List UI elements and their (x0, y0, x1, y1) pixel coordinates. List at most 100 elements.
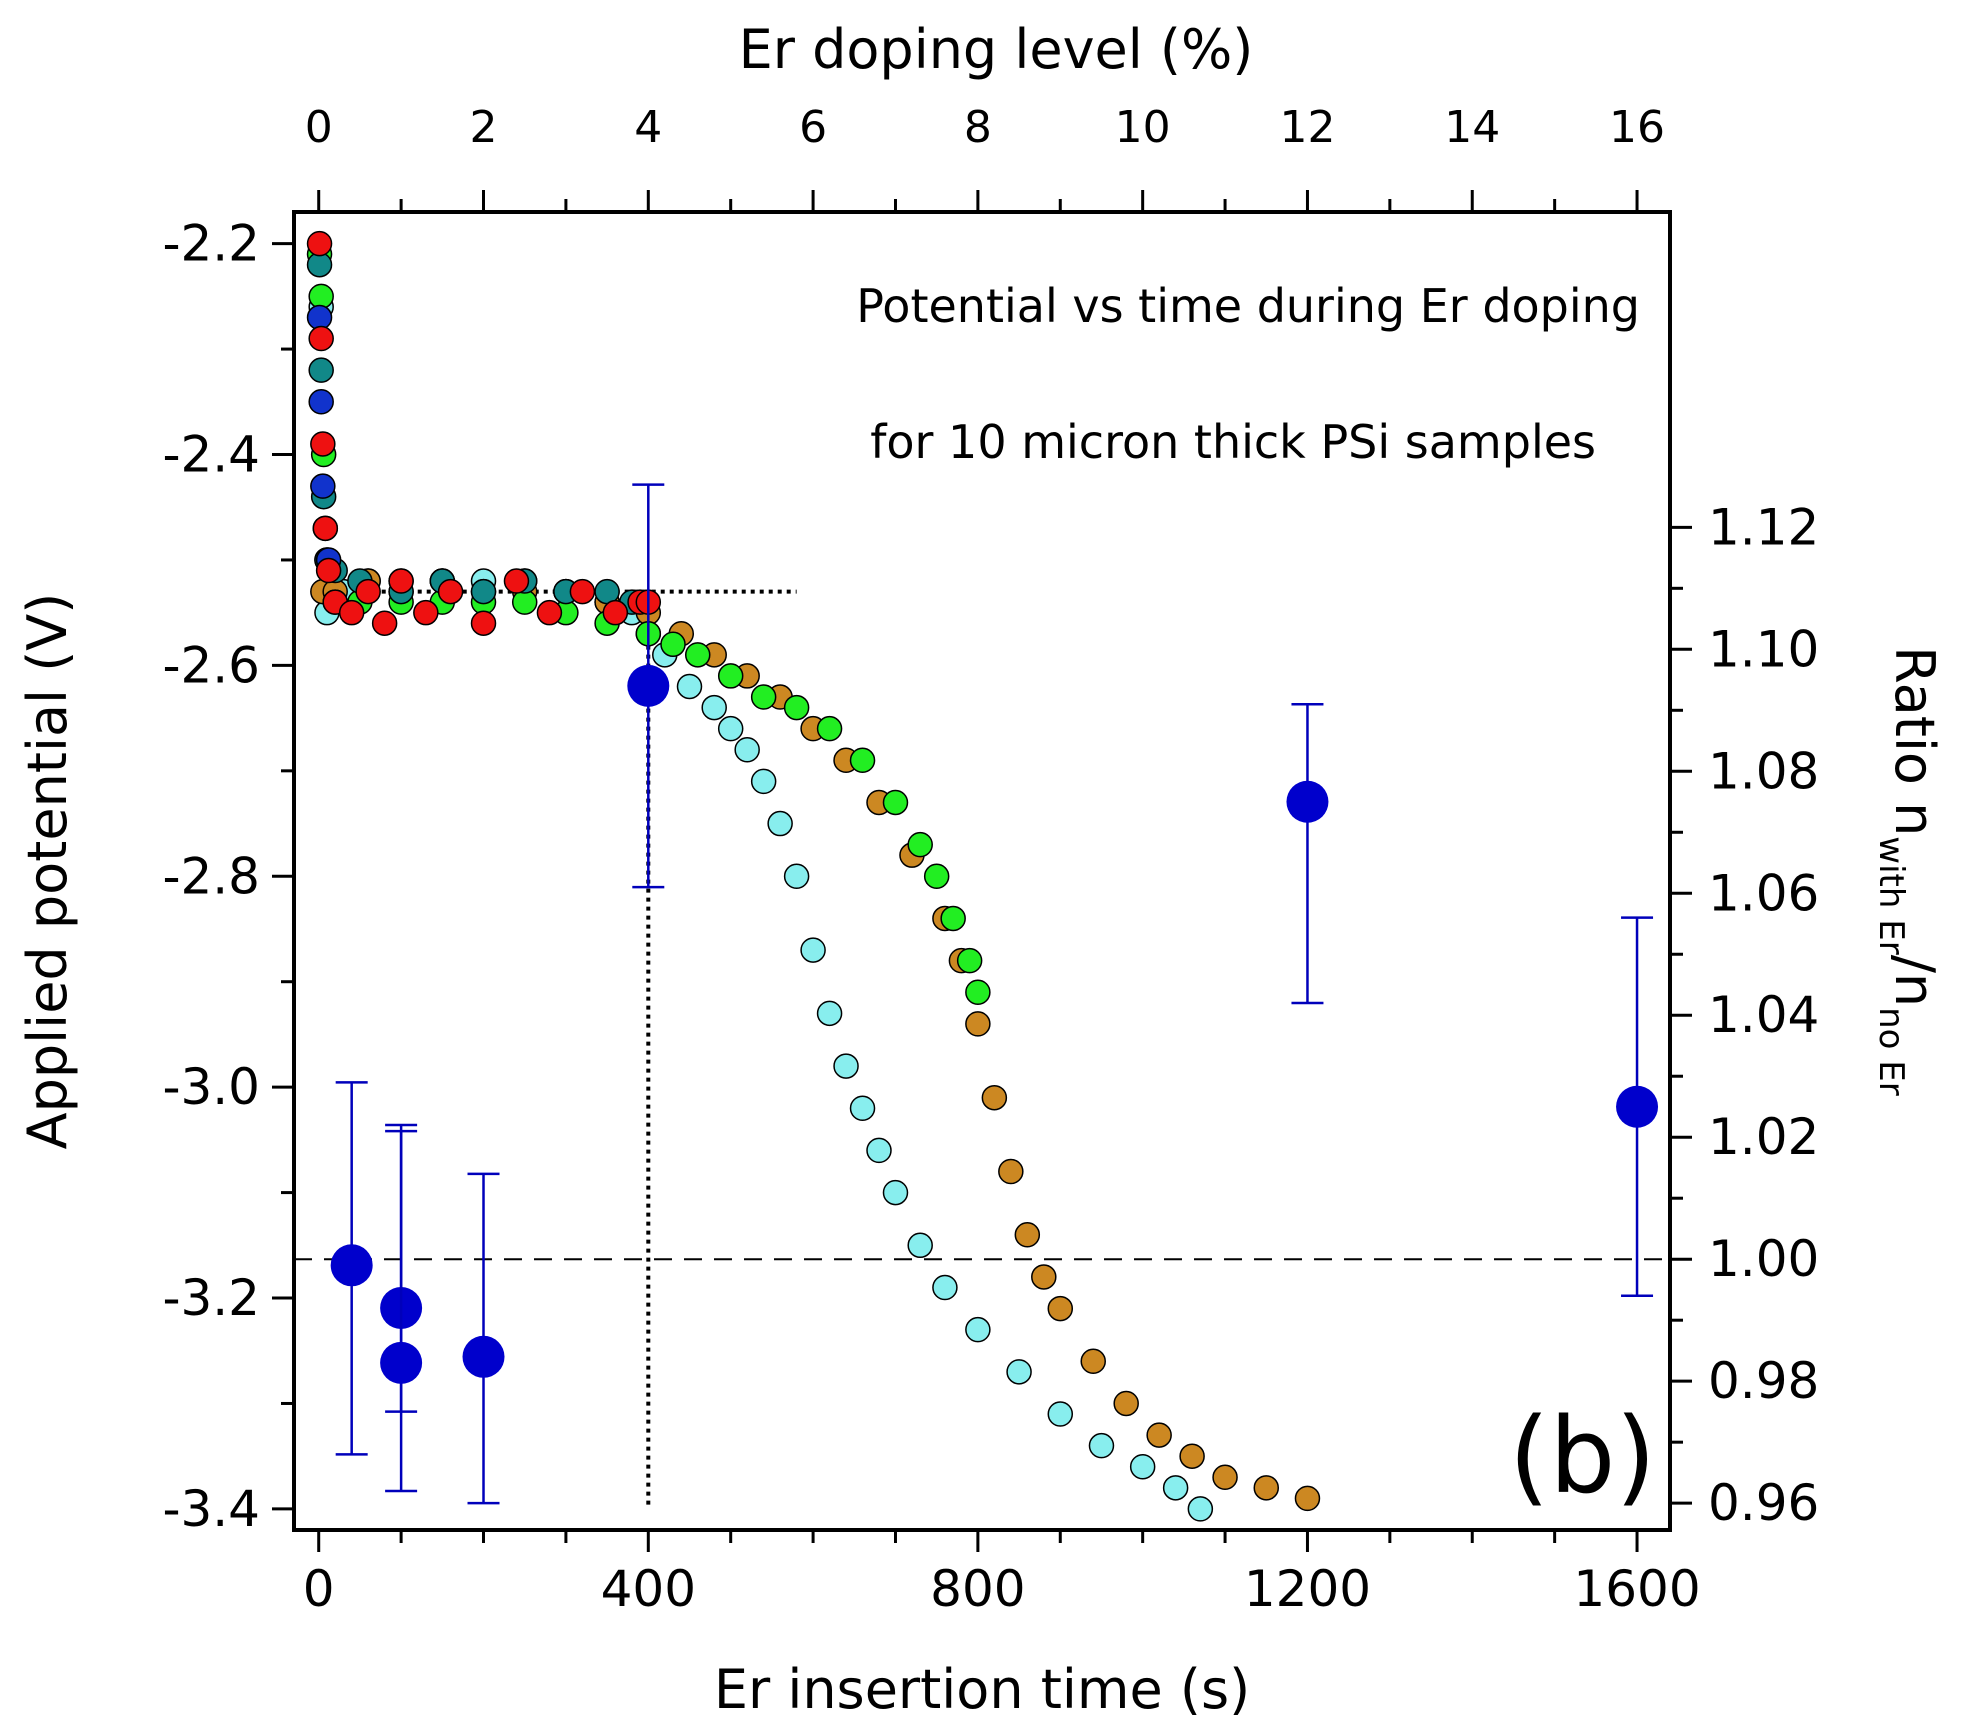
series-6 (330, 483, 1659, 1505)
y-right-label-mid: /n (1883, 955, 1946, 1007)
y-right-tick-label: 0.96 (1708, 1474, 1819, 1532)
y-right-tick-label: 1.06 (1708, 864, 1819, 922)
y-left-tick-label: -3.4 (162, 1480, 260, 1538)
x-top-tick-label: 0 (305, 102, 333, 153)
plot-frame (292, 210, 1672, 1532)
potential-point (1006, 1359, 1032, 1385)
potential-point (833, 1053, 859, 1079)
potential-point (308, 283, 334, 310)
potential-point (965, 1316, 991, 1343)
potential-point (923, 863, 950, 890)
series-3 (306, 251, 645, 615)
potential-point (470, 610, 497, 636)
ratio-point (1616, 1085, 1659, 1128)
potential-point (866, 1137, 892, 1164)
potential-point (849, 747, 876, 774)
potential-point (470, 578, 497, 605)
y-right-tick-label: 0.98 (1708, 1352, 1819, 1410)
ratio-point (1286, 780, 1329, 823)
ratio-point (627, 664, 670, 707)
potential-point (1179, 1443, 1205, 1469)
potential-point (1047, 1401, 1074, 1427)
x-top-tick-label: 6 (799, 102, 827, 153)
potential-point (388, 568, 414, 594)
potential-point (907, 1232, 933, 1259)
potential-point (783, 863, 810, 890)
potential-point (882, 789, 909, 816)
potential-point (1253, 1475, 1280, 1501)
potential-point (602, 599, 629, 626)
x-bottom-axis-label: Er insertion time (s) (714, 1658, 1250, 1721)
y-right-axis-label: Ratio nwith Er/nno Er (1871, 646, 1946, 1096)
potential-point (310, 473, 336, 499)
potential-point (1080, 1348, 1106, 1375)
potential-point (750, 768, 777, 795)
right-axis: 0.96 0.98 1.00 1.02 1.04 1.06 1.08 1.10 1.12 (1670, 498, 1819, 1532)
potential-point (676, 673, 703, 700)
potential-point (310, 431, 336, 457)
ratio-point (380, 1341, 423, 1384)
potential-point (998, 1158, 1024, 1185)
potential-point (308, 325, 334, 352)
x-bottom-tick-label: 0 (303, 1560, 335, 1618)
potential-point (800, 937, 826, 963)
potential-point (312, 515, 339, 542)
potential-point (1146, 1422, 1172, 1448)
annotation-line-2: for 10 micron thick PSi samples (870, 415, 1596, 469)
x-top-tick-label: 16 (1609, 102, 1665, 153)
potential-point (717, 715, 744, 742)
y-right-tick-label: 1.08 (1708, 742, 1819, 800)
potential-point (1047, 1295, 1074, 1322)
y-right-tick-label: 1.12 (1708, 498, 1819, 556)
x-top-tick-label: 8 (964, 102, 992, 153)
y-right-tick-label: 1.04 (1708, 986, 1819, 1044)
potential-point (308, 389, 334, 415)
potential-point (907, 831, 933, 858)
potential-point (750, 684, 777, 710)
potential-point (965, 979, 991, 1006)
potential-point (701, 694, 727, 721)
potential-point (503, 568, 530, 594)
x-top-tick-label: 4 (634, 102, 662, 153)
potential-point (717, 663, 744, 689)
annotation-line-1: Potential vs time during Er doping (856, 279, 1640, 333)
potential-point (306, 304, 333, 331)
x-bottom-tick-label: 400 (601, 1560, 696, 1618)
potential-point (355, 578, 381, 605)
potential-point (660, 631, 686, 658)
y-right-tick-label: 1.02 (1708, 1108, 1819, 1166)
potential-point (965, 1011, 991, 1037)
y-left-axis-label: Applied potential (V) (16, 593, 79, 1150)
potential-point (783, 694, 810, 721)
y-left-tick-label: -2.2 (162, 215, 260, 273)
potential-point (1088, 1432, 1115, 1459)
potential-point (956, 947, 983, 974)
panel-label: (b) (1509, 1395, 1656, 1517)
potential-point (849, 1095, 876, 1121)
series-1 (310, 568, 1321, 1512)
potential-point (816, 1000, 843, 1027)
ratio-point (330, 1244, 373, 1287)
y-right-label-main: Ratio n (1883, 646, 1946, 836)
x-bottom-tick-label: 800 (930, 1560, 1025, 1618)
potential-point (306, 230, 333, 257)
potential-point (437, 578, 464, 605)
potential-point (816, 715, 843, 742)
series-layer (306, 230, 1659, 1522)
grid-and-ref-lines (294, 589, 1670, 1509)
y-left-tick-label: -2.6 (162, 636, 260, 694)
potential-point (1187, 1496, 1214, 1522)
potential-point (981, 1084, 1008, 1111)
y-left-tick-label: -3.0 (162, 1058, 260, 1116)
x-top-tick-label: 12 (1279, 102, 1335, 153)
x-top-tick-label: 2 (470, 102, 498, 153)
left-axis: -2.2 -2.4 -2.6 -2.8 -3.0 -3.2 -3.4 (162, 215, 294, 1538)
y-left-tick-label: -2.4 (162, 426, 260, 484)
potential-point (882, 1179, 909, 1206)
ratio-point (462, 1335, 505, 1378)
x-bottom-tick-label: 1600 (1573, 1560, 1700, 1618)
potential-point (413, 599, 439, 626)
potential-point (315, 557, 342, 584)
potential-point (932, 1274, 958, 1301)
